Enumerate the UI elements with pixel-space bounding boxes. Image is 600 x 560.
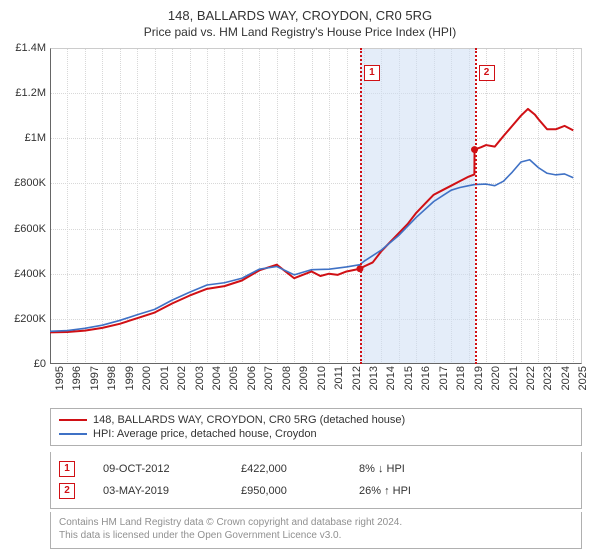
x-tick-label: 1998 <box>106 366 118 390</box>
footer-line-1: Contains HM Land Registry data © Crown c… <box>59 516 573 529</box>
footer-line-2: This data is licensed under the Open Gov… <box>59 529 573 542</box>
y-tick-label: £200K <box>0 313 46 325</box>
event-row: 1 09-OCT-2012 £422,000 8% ↓ HPI <box>59 458 573 480</box>
event-marker-badge: 2 <box>479 65 495 81</box>
x-tick-label: 2015 <box>403 366 415 390</box>
x-tick-label: 2020 <box>490 366 502 390</box>
x-tick-label: 2012 <box>351 366 363 390</box>
legend-row: HPI: Average price, detached house, Croy… <box>59 427 573 441</box>
legend-label: HPI: Average price, detached house, Croy… <box>93 428 317 440</box>
x-tick-label: 2016 <box>420 366 432 390</box>
x-tick-label: 1995 <box>54 366 66 390</box>
footer-box: Contains HM Land Registry data © Crown c… <box>50 512 582 549</box>
legend-swatch <box>59 433 87 435</box>
x-tick-label: 2002 <box>176 366 188 390</box>
event-date: 09-OCT-2012 <box>103 463 213 475</box>
chart-subtitle: Price paid vs. HM Land Registry's House … <box>0 23 600 45</box>
y-tick-label: £400K <box>0 268 46 280</box>
x-tick-label: 2021 <box>508 366 520 390</box>
x-tick-label: 1996 <box>71 366 83 390</box>
event-marker-line <box>475 48 477 364</box>
event-badge: 1 <box>59 461 75 477</box>
y-tick-label: £1M <box>0 132 46 144</box>
y-tick-label: £1.2M <box>0 87 46 99</box>
y-tick-label: £1.4M <box>0 42 46 54</box>
x-tick-label: 2025 <box>577 366 589 390</box>
x-tick-label: 2001 <box>159 366 171 390</box>
x-tick-label: 2000 <box>141 366 153 390</box>
event-date: 03-MAY-2019 <box>103 485 213 497</box>
legend-label: 148, BALLARDS WAY, CROYDON, CR0 5RG (det… <box>93 414 405 426</box>
event-marker-badge: 1 <box>364 65 380 81</box>
x-tick-label: 2003 <box>194 366 206 390</box>
chart-lines <box>50 48 582 364</box>
events-box: 1 09-OCT-2012 £422,000 8% ↓ HPI 2 03-MAY-2019… <box>50 452 582 509</box>
x-tick-label: 2009 <box>298 366 310 390</box>
x-tick-label: 2022 <box>525 366 537 390</box>
series-line <box>50 109 573 332</box>
x-tick-label: 2006 <box>246 366 258 390</box>
event-delta: 26% ↑ HPI <box>359 485 469 497</box>
y-tick-label: £0 <box>0 358 46 370</box>
series-line <box>50 160 573 332</box>
x-tick-label: 1999 <box>124 366 136 390</box>
y-tick-label: £600K <box>0 223 46 235</box>
event-delta: 8% ↓ HPI <box>359 463 469 475</box>
x-tick-label: 1997 <box>89 366 101 390</box>
x-tick-label: 2018 <box>455 366 467 390</box>
x-tick-label: 2024 <box>560 366 572 390</box>
x-tick-label: 2023 <box>542 366 554 390</box>
y-tick-label: £800K <box>0 177 46 189</box>
event-price: £950,000 <box>241 485 331 497</box>
x-tick-label: 2007 <box>263 366 275 390</box>
x-tick-label: 2005 <box>228 366 240 390</box>
event-marker-line <box>360 48 362 364</box>
event-price: £422,000 <box>241 463 331 475</box>
x-tick-label: 2013 <box>368 366 380 390</box>
x-tick-label: 2017 <box>438 366 450 390</box>
x-tick-label: 2019 <box>473 366 485 390</box>
event-badge: 2 <box>59 483 75 499</box>
x-tick-label: 2010 <box>316 366 328 390</box>
x-tick-label: 2008 <box>281 366 293 390</box>
legend-row: 148, BALLARDS WAY, CROYDON, CR0 5RG (det… <box>59 413 573 427</box>
x-tick-label: 2004 <box>211 366 223 390</box>
chart-title: 148, BALLARDS WAY, CROYDON, CR0 5RG <box>0 0 600 23</box>
legend-box: 148, BALLARDS WAY, CROYDON, CR0 5RG (det… <box>50 408 582 446</box>
x-tick-label: 2014 <box>385 366 397 390</box>
x-tick-label: 2011 <box>333 366 345 390</box>
event-row: 2 03-MAY-2019 £950,000 26% ↑ HPI <box>59 480 573 502</box>
legend-swatch <box>59 419 87 421</box>
